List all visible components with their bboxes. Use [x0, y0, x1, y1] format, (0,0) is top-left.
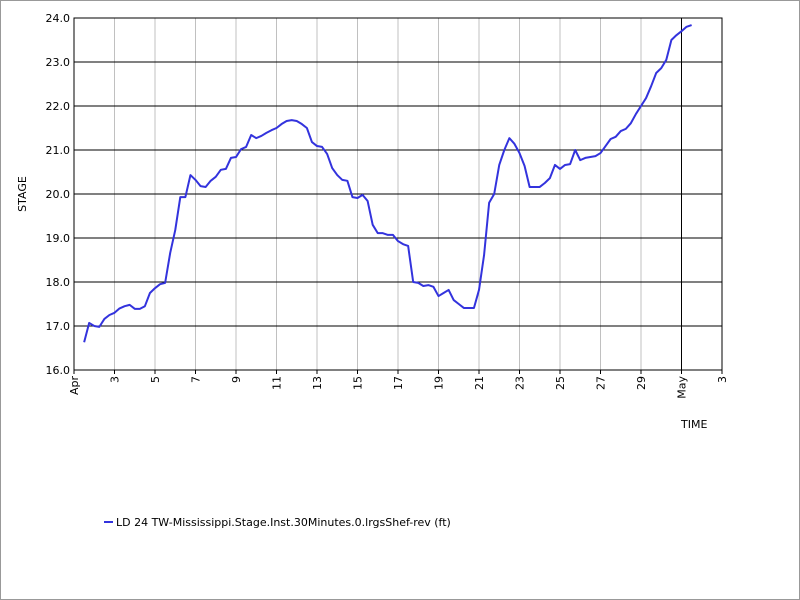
x-tick-label: 7: [190, 376, 203, 383]
plot-border: [73, 17, 723, 371]
x-tick-label: Apr: [68, 376, 81, 396]
x-tick-label: 17: [392, 376, 405, 390]
x-tick-label: 19: [433, 376, 446, 390]
legend-label: LD 24 TW-Mississippi.Stage.Inst.30Minute…: [116, 516, 451, 529]
data-line: [83, 24, 692, 343]
y-tick-label: 22.0: [46, 100, 71, 113]
y-axis-label: STAGE: [16, 176, 29, 212]
x-tick-label: 15: [352, 376, 365, 390]
x-tick-label: 3: [716, 376, 729, 383]
x-tick-label: May: [676, 376, 689, 399]
x-tick-label: 11: [271, 376, 284, 390]
x-axis-label: TIME: [680, 418, 707, 431]
y-tick-label: 19.0: [46, 232, 71, 245]
y-tick-label: 18.0: [46, 276, 71, 289]
x-tick-label: 23: [514, 376, 527, 390]
y-tick-label: 16.0: [46, 364, 71, 377]
y-tick-label: 20.0: [46, 188, 71, 201]
x-tick-label: 13: [311, 376, 324, 390]
y-tick-label: 24.0: [46, 12, 71, 25]
x-tick-label: 21: [473, 376, 486, 390]
x-tick-label: 5: [149, 376, 162, 383]
y-tick-label: 21.0: [46, 144, 71, 157]
y-tick-label: 23.0: [46, 56, 71, 69]
x-tick-label: 9: [230, 376, 243, 383]
x-tick-label: 27: [595, 376, 608, 390]
x-tick-label: 29: [635, 376, 648, 390]
y-tick-label: 17.0: [46, 320, 71, 333]
x-tick-label: 3: [109, 376, 122, 383]
x-tick-label: 25: [554, 376, 567, 390]
